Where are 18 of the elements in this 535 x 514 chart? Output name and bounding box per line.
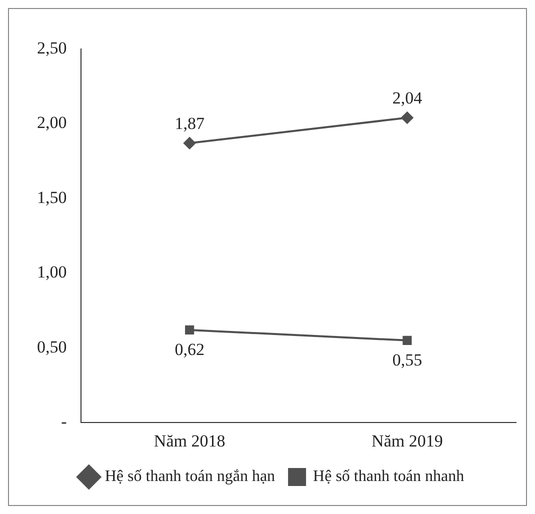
data-label: 0,55 <box>392 350 422 370</box>
y-tick-label: 1,50 <box>37 188 67 207</box>
y-tick-label: 0,50 <box>37 337 67 356</box>
point <box>185 325 194 334</box>
legend-label: Hệ số thanh toán ngắn hạn <box>104 468 276 486</box>
y-tick-label: - <box>61 412 68 432</box>
y-tick-label: 1,00 <box>37 262 67 282</box>
y-tick-label: 2,50 <box>37 38 67 58</box>
data-label: 0,62 <box>174 340 204 359</box>
data-label: 2,04 <box>392 88 423 108</box>
data-label: 1,87 <box>174 114 205 134</box>
point <box>402 336 412 345</box>
y-tick-label: 2,00 <box>37 113 67 132</box>
point <box>184 137 196 150</box>
x-tick-label: Năm 2019 <box>372 431 443 450</box>
x-tick-label: Năm 2018 <box>154 431 226 450</box>
legend-label: Hệ số thanh toán nhanh <box>313 468 464 486</box>
point <box>401 112 414 124</box>
